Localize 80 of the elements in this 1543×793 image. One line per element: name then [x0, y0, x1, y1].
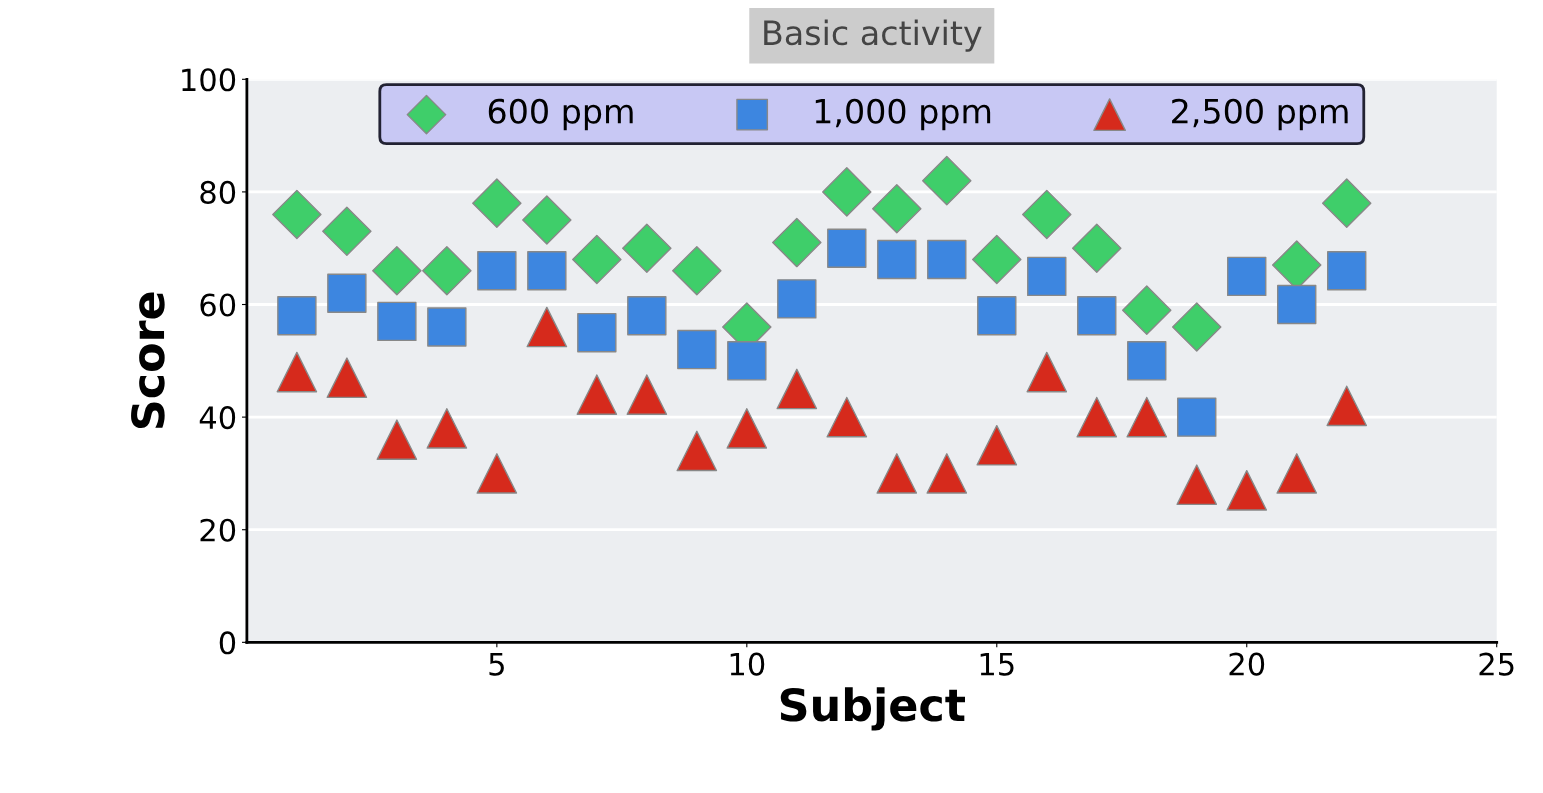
point: [872, 184, 922, 234]
point: [1172, 302, 1222, 352]
point: [527, 251, 567, 291]
y-tick-label: 20: [200, 518, 236, 542]
x-tick-label: 20: [1229, 652, 1265, 676]
point: [626, 374, 668, 415]
point: [1226, 469, 1268, 511]
point: [526, 306, 568, 348]
point: [1127, 341, 1167, 381]
y-tick-label: 80: [200, 180, 236, 204]
point: [276, 351, 318, 393]
point: [1022, 189, 1072, 240]
x-tick-label: 15: [980, 652, 1014, 676]
point: [476, 453, 518, 494]
point: [577, 312, 617, 353]
point: [326, 357, 368, 399]
point: [477, 251, 517, 291]
point: [726, 408, 768, 449]
point: [772, 217, 822, 268]
point: [727, 341, 767, 381]
legend-label: 1,000 ppm: [815, 98, 991, 131]
point: [522, 195, 572, 245]
legend-label: 2,500 ppm: [1172, 98, 1348, 131]
y-tick-label: 100: [182, 68, 236, 92]
point: [827, 228, 867, 268]
point: [422, 245, 472, 296]
point: [777, 279, 817, 319]
point: [426, 408, 468, 449]
point: [427, 307, 467, 347]
point: [327, 273, 367, 313]
point: [376, 419, 418, 460]
point: [927, 239, 967, 280]
point: [826, 396, 868, 438]
point: [672, 245, 722, 296]
point: [976, 424, 1018, 466]
legend-label: 600 ppm: [488, 98, 633, 131]
x-axis-title: Subject: [780, 687, 965, 731]
x-tick-label: 10: [730, 652, 765, 676]
point: [1277, 284, 1317, 325]
point: [977, 296, 1017, 336]
y-tick-label: 60: [200, 293, 236, 317]
point: [922, 155, 972, 206]
point: [322, 206, 372, 257]
point: [372, 245, 422, 296]
point: [272, 189, 322, 240]
y-axis-title: Score: [131, 292, 165, 429]
point: [572, 234, 622, 285]
point: [627, 296, 667, 336]
point: [822, 167, 872, 217]
point: [1176, 464, 1218, 506]
point: [1122, 285, 1172, 335]
point: [926, 453, 968, 494]
point: [1027, 256, 1067, 297]
point: [1327, 251, 1367, 291]
point: [972, 234, 1022, 285]
point: [1227, 256, 1267, 297]
point: [876, 453, 918, 494]
point: [622, 223, 672, 273]
point: [1077, 296, 1117, 336]
point: [1076, 396, 1118, 438]
point: [576, 374, 618, 415]
point: [1126, 396, 1168, 438]
y-tick-label: 40: [199, 406, 236, 430]
point: [1026, 351, 1068, 393]
point: [472, 178, 522, 228]
point: [676, 430, 718, 472]
point: [377, 301, 417, 342]
chart-title: Basic activity: [764, 19, 982, 52]
point: [877, 239, 917, 280]
point: [1072, 223, 1122, 273]
point: [677, 329, 717, 370]
x-tick-label: 5: [489, 652, 504, 676]
y-tick-label: 0: [219, 631, 236, 655]
point: [776, 368, 818, 410]
point: [1276, 453, 1318, 494]
point: [1321, 178, 1372, 228]
point: [1177, 397, 1217, 437]
point: [277, 296, 317, 336]
point: [1326, 385, 1368, 427]
x-tick-label: 25: [1479, 652, 1514, 676]
